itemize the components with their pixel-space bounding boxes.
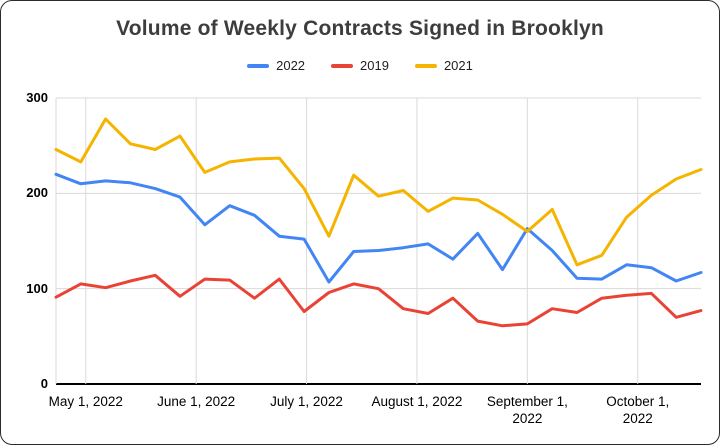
x-tick-label: September 1, 2022 <box>486 394 568 426</box>
legend-label-2019: 2019 <box>360 58 389 73</box>
series-line-2019[interactable] <box>54 273 703 328</box>
legend-swatch-2022-icon <box>247 63 270 68</box>
y-tick-label: 0 <box>40 376 48 391</box>
x-tick-label: October 1, 2022 <box>606 394 670 426</box>
y-tick-label: 300 <box>26 90 48 105</box>
chart-title: Volume of Weekly Contracts Signed in Bro… <box>116 17 604 40</box>
x-tick-label: June 1, 2022 <box>157 394 236 409</box>
y-tick-label: 100 <box>26 280 48 296</box>
legend-swatch-2021-icon <box>414 63 437 68</box>
x-tick-label: May 1, 2022 <box>48 394 123 409</box>
series-line-2022[interactable] <box>54 172 703 284</box>
legend-item-2022[interactable]: 2022 <box>247 58 305 73</box>
legend-label-2021: 2021 <box>443 58 473 73</box>
legend-swatch-2019-icon <box>331 63 354 68</box>
series-line-2021[interactable] <box>54 117 703 267</box>
y-tick-label: 200 <box>26 185 48 201</box>
x-tick-label: July 1, 2022 <box>270 394 343 409</box>
legend-item-2021[interactable]: 2021 <box>414 58 473 73</box>
x-tick-label: August 1, 2022 <box>371 394 463 409</box>
legend-label-2022: 2022 <box>276 58 306 73</box>
legend: 2022 2019 2021 <box>1 58 719 73</box>
legend-item-2019[interactable]: 2019 <box>331 58 389 73</box>
